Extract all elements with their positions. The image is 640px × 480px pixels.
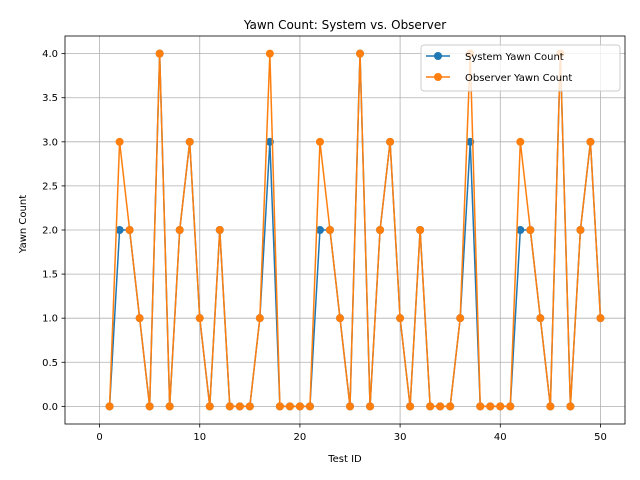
series-1-point-29 [386,137,395,146]
y-tick-label-8: 4.0 [42,49,58,60]
series-1-point-21 [305,402,314,411]
series-layer [105,49,605,411]
y-tick-label-1: 0.5 [42,358,58,369]
series-1-point-8 [175,226,184,234]
series-1-point-39 [486,402,495,411]
series-1-point-38 [476,402,485,411]
x-axis-label: Test ID [327,454,362,465]
series-1-point-16 [255,314,264,323]
chart-title: Yawn Count: System vs. Observer [243,18,446,32]
series-1-point-2 [115,137,124,146]
series-1-point-17 [265,49,274,58]
series-1-point-18 [275,402,284,411]
legend-label-observer: Observer Yawn Count [465,73,572,84]
series-line-1 [108,52,602,408]
series-1-point-6 [155,49,164,58]
y-tick-label-4: 2.0 [42,226,58,237]
series-1-point-32 [416,226,425,234]
y-tick-label-0: 0.0 [42,402,58,413]
series-1-point-31 [406,402,415,411]
y-axis-label: Yawn Count [18,195,29,254]
legend: System Yawn Count Observer Yawn Count [420,44,621,92]
y-tick-label-7: 3.5 [42,93,58,104]
series-1-point-12 [215,226,224,234]
series-1-point-25 [346,402,355,411]
series-1-point-50 [596,314,605,323]
series-1-point-43 [526,226,535,234]
series-1-point-30 [396,314,405,323]
series-1-point-33 [426,402,435,411]
legend-box [420,44,621,92]
series-1-point-10 [195,314,204,323]
legend-marker-observer [434,73,442,81]
series-1-point-34 [436,402,445,411]
series-1-point-45 [546,402,555,411]
x-tick-label-3: 30 [394,432,407,443]
series-1-point-28 [376,226,385,234]
series-1-point-22 [315,137,324,146]
y-tick-label-5: 2.5 [42,181,58,192]
series-1-point-49 [586,137,595,146]
series-1-point-41 [506,402,515,411]
x-tick-label-4: 40 [494,432,507,443]
series-1-point-13 [225,402,234,411]
series-0-point-22 [315,226,324,234]
series-1-point-36 [456,314,465,323]
series-1-point-44 [536,314,545,323]
x-tick-label-0: 0 [96,432,102,443]
series-1-point-1 [105,402,114,411]
series-0-point-42 [516,226,525,234]
series-1-point-35 [446,402,455,411]
series-1 [105,49,605,411]
series-1-point-23 [325,226,334,234]
series-1-point-4 [135,314,144,323]
series-1-point-9 [185,137,194,146]
series-1-point-15 [245,402,254,411]
legend-label-system: System Yawn Count [465,52,564,63]
y-tick-label-6: 3.0 [42,137,58,148]
series-1-point-14 [235,402,244,411]
series-0-point-2 [115,226,124,234]
y-tick-label-3: 1.5 [42,270,58,281]
series-1-point-11 [205,402,214,411]
y-tick-label-2: 1.0 [42,314,58,325]
series-1-point-48 [576,226,585,234]
series-1-point-27 [366,402,375,411]
series-1-point-42 [516,137,525,146]
series-1-point-3 [125,226,134,234]
series-1-point-26 [356,49,365,58]
x-tick-label-5: 50 [594,432,607,443]
series-1-point-7 [165,402,174,411]
x-tick-label-1: 10 [193,432,206,443]
series-1-point-47 [566,402,575,411]
x-tick-label-2: 20 [294,432,307,443]
series-1-point-19 [285,402,294,411]
series-1-point-40 [496,402,505,411]
axes: 0 10 20 30 40 50 0.0 0.5 1.0 1.5 2.0 2.5 3.0 3.5 4.0 [42,35,626,443]
series-1-point-5 [145,402,154,411]
legend-marker-system [434,52,442,60]
series-1-point-24 [335,314,344,323]
series-1-point-20 [295,402,304,411]
